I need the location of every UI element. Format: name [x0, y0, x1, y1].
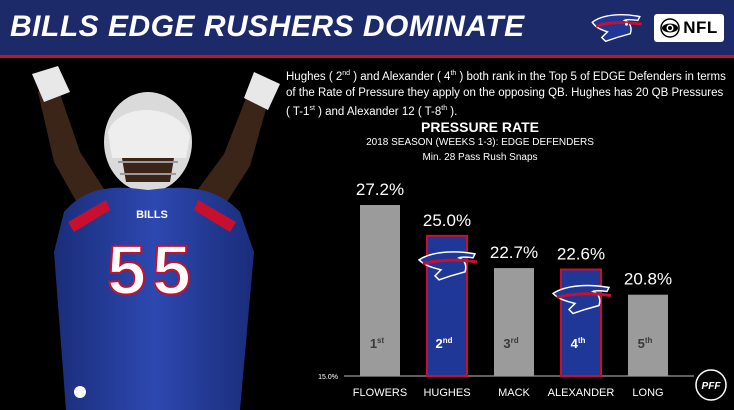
player-photo: BILLS 55	[32, 66, 280, 410]
bar-flowers	[360, 205, 400, 376]
value-label-mack: 22.7%	[490, 243, 538, 262]
bills-logo-icon	[591, 14, 642, 43]
value-label-long: 20.8%	[624, 270, 672, 289]
category-label-mack: MACK	[498, 387, 530, 399]
page-title: BILLS EDGE RUSHERS DOMINATE	[10, 10, 525, 43]
svg-text:PFF: PFF	[702, 381, 722, 392]
cbs-nfl-logo: NFL	[654, 14, 724, 42]
value-label-flowers: 27.2%	[356, 180, 404, 199]
jersey-number: 55	[107, 231, 197, 309]
category-label-long: LONG	[632, 387, 663, 399]
y-axis-min-label: 15.0%	[318, 374, 338, 381]
jersey-text: BILLS	[136, 209, 168, 221]
bar-mack	[494, 268, 534, 376]
value-label-hughes: 25.0%	[423, 211, 471, 230]
header-banner: BILLS EDGE RUSHERS DOMINATE NFL	[0, 0, 734, 58]
bills-bar-logo-icon	[417, 251, 478, 281]
nfl-label: NFL	[683, 18, 718, 37]
right-glove-icon	[244, 72, 280, 110]
bills-bar-logo-icon	[551, 284, 612, 315]
value-label-alexander: 22.6%	[557, 244, 605, 263]
category-label-alexander: ALEXANDER	[548, 387, 615, 399]
chart-title: PRESSURE RATE	[421, 119, 539, 135]
nfl-shield-icon	[74, 386, 86, 398]
category-label-hughes: HUGHES	[423, 387, 470, 399]
chart-subtitle-min-snaps: Min. 28 Pass Rush Snaps	[422, 152, 538, 163]
chart-subtitle: 2018 SEASON (WEEKS 1-3): EDGE DEFENDERS	[366, 137, 594, 148]
cbs-eye-icon	[660, 18, 680, 38]
pff-logo-icon: PFF	[695, 369, 727, 401]
left-glove-icon	[32, 66, 70, 102]
category-label-flowers: FLOWERS	[353, 387, 407, 399]
description-text: Hughes ( 2nd ) and Alexander ( 4th ) bot…	[286, 70, 726, 118]
bar-long	[628, 294, 668, 376]
